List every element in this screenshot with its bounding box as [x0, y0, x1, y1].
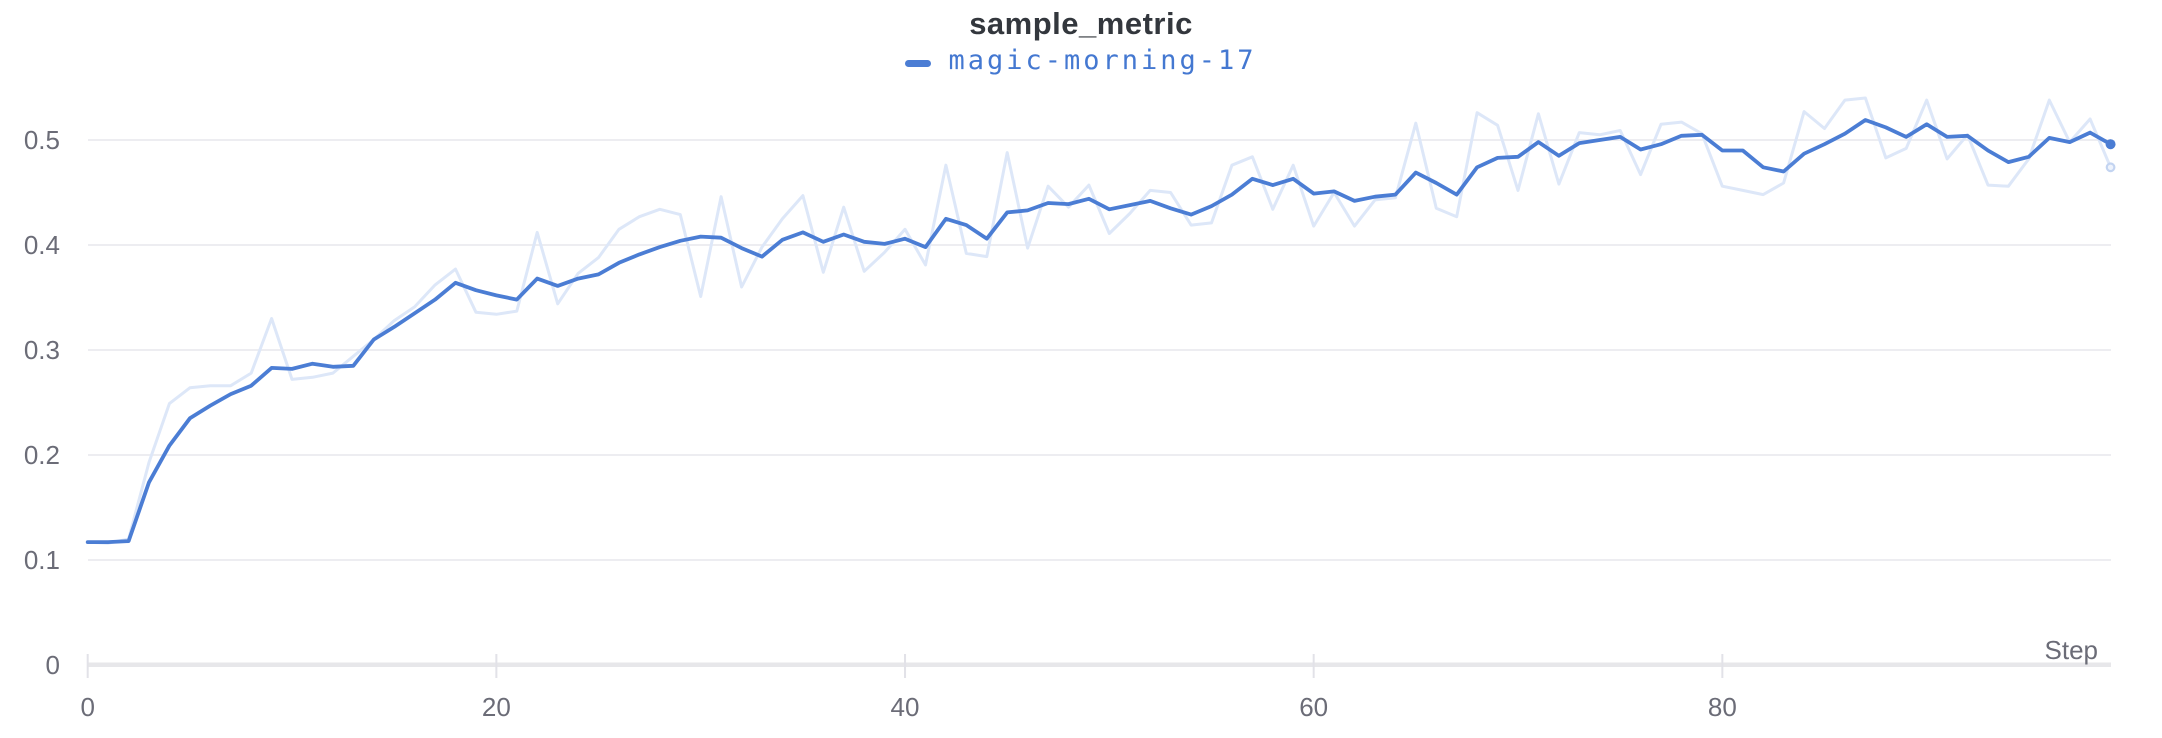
y-tick-label: 0.3	[24, 335, 60, 365]
smoothed-endpoint-dot	[2105, 139, 2116, 150]
chart-header: sample_metric magic-morning-17	[0, 0, 2162, 76]
x-tick-label: 60	[1299, 692, 1328, 722]
y-tick-label: 0.2	[24, 440, 60, 470]
series-line-smoothed	[85, 118, 2113, 544]
legend-line-swatch-icon	[905, 59, 932, 67]
chart-legend: magic-morning-17	[0, 46, 2162, 76]
y-tick-label: 0.1	[24, 545, 60, 575]
x-tick-label: 40	[891, 692, 920, 722]
gridlines	[88, 139, 2111, 667]
y-tick-label: 0	[46, 650, 60, 680]
legend-run-name: magic-morning-17	[948, 45, 1257, 76]
axis-ticks	[86, 654, 1724, 678]
x-tick-label: 20	[482, 692, 511, 722]
y-tick-label: 0.5	[24, 125, 60, 155]
y-tick-label: 0.4	[24, 230, 60, 260]
x-axis-line	[88, 662, 2111, 667]
x-tick-label: 0	[80, 692, 94, 722]
x-axis-title: Step	[2045, 635, 2099, 665]
raw-endpoint-ring	[2105, 162, 2116, 173]
x-tick-label: 80	[1708, 692, 1737, 722]
series-line-raw	[86, 96, 2113, 545]
legend-item-run[interactable]: magic-morning-17	[905, 46, 1256, 76]
chart-series	[85, 96, 2116, 545]
chart-title: sample_metric	[969, 6, 1193, 41]
axis-labels: 0.5 0.4 0.3 0.2 0.1 00 20 40 60 80	[24, 125, 1737, 722]
